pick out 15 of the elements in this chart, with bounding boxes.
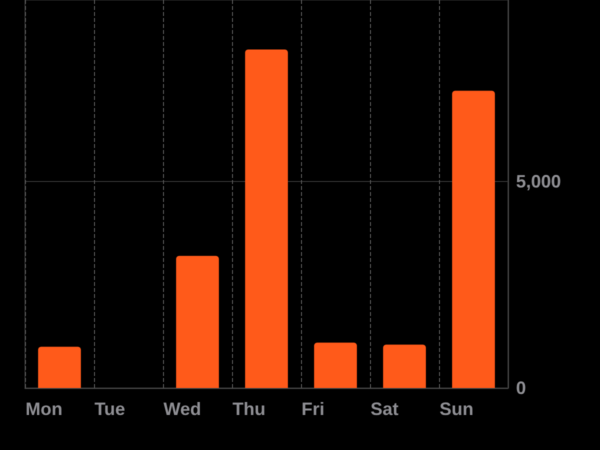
x-tick-label: Wed	[164, 399, 202, 419]
bar	[383, 344, 426, 388]
x-tick-label: Fri	[302, 399, 325, 419]
bar	[38, 346, 81, 388]
y-tick-label: 5,000	[516, 172, 562, 192]
bar	[176, 256, 219, 388]
bar	[314, 342, 357, 388]
x-tick-label: Mon	[26, 399, 62, 419]
bar	[245, 50, 288, 388]
x-tick-label: Tue	[94, 399, 126, 419]
x-tick-label: Thu	[232, 399, 266, 419]
bar	[452, 90, 495, 388]
y-tick-label: 0	[516, 378, 526, 398]
x-tick-label: Sun	[440, 399, 474, 419]
x-tick-label: Sat	[370, 399, 399, 419]
